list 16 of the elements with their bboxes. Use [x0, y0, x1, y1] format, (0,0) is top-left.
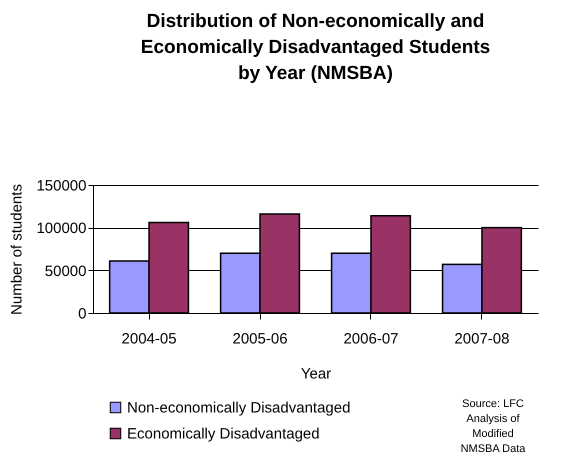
y-tick-label: 100000: [36, 220, 86, 238]
y-tick-label: 0: [78, 306, 86, 322]
x-axis-title: Year: [300, 366, 332, 382]
source-note: Source: LFC Analysis of Modified NMSBA Data: [460, 398, 526, 455]
text: by Year (NMSBA): [238, 63, 393, 84]
y-tick-label: 150000: [36, 178, 86, 194]
x-tick-label: 2006-07: [343, 330, 399, 348]
x-tick-label: 2004-05: [122, 330, 177, 348]
x-tick-label: 2005-06: [232, 330, 288, 348]
legend-label: Non-economically Disadvantaged: [127, 400, 350, 416]
text: Distribution of Non-economically and: [146, 11, 484, 32]
y-axis-title: Number of students: [8, 184, 26, 315]
text: Economically Disadvantaged Students: [140, 37, 490, 58]
y-tick-label: 50000: [44, 262, 86, 280]
x-tick-label: 2007-08: [454, 330, 510, 348]
legend-label: Economically Disadvantaged: [127, 426, 320, 442]
